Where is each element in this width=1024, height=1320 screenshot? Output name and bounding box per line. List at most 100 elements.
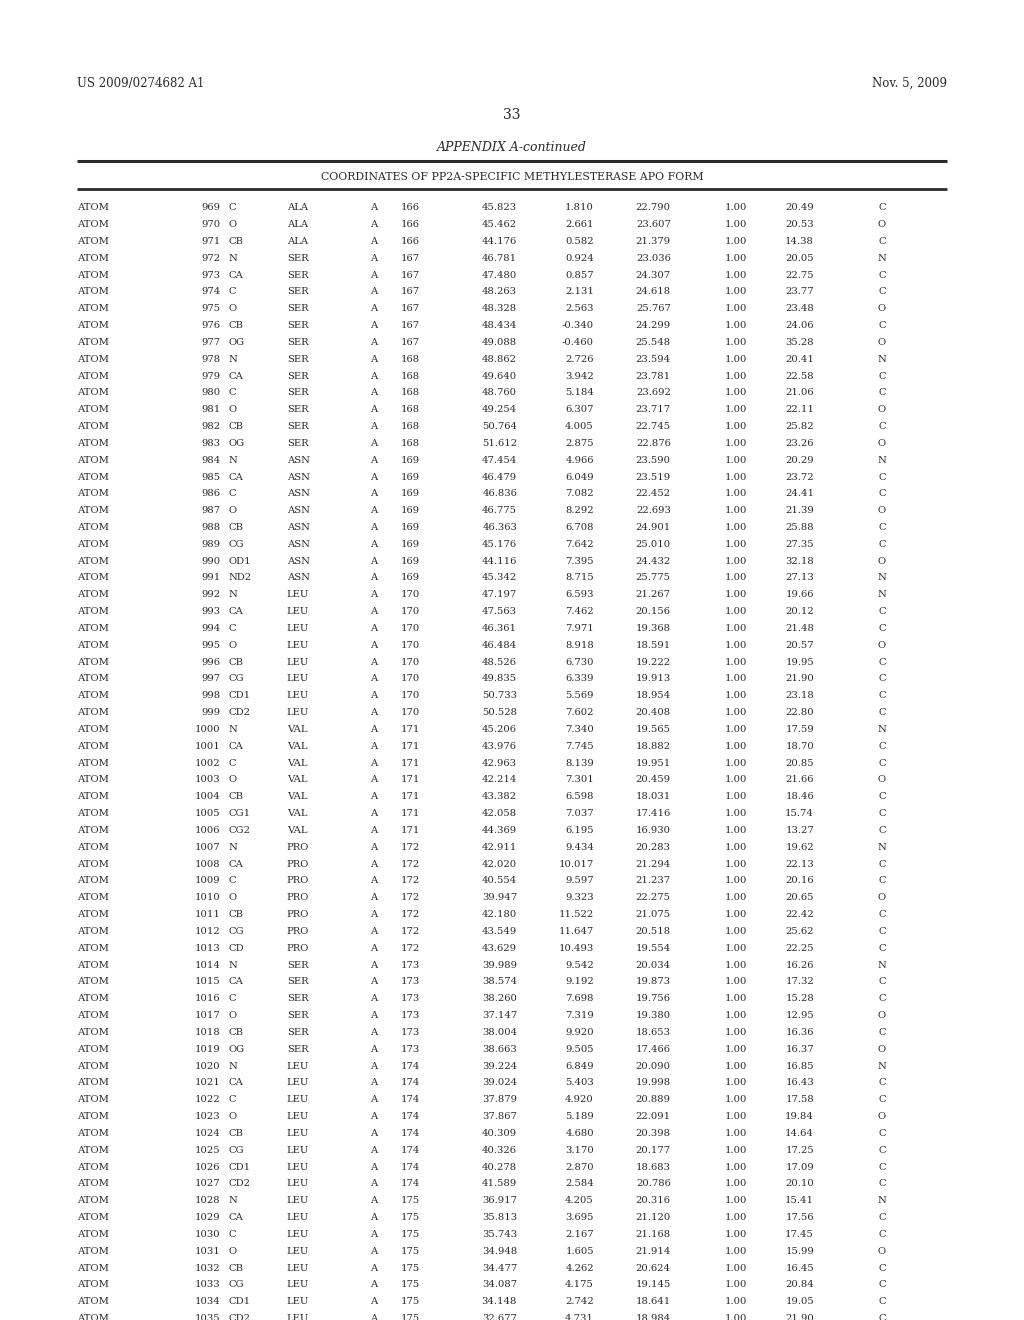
Text: O: O: [878, 1111, 886, 1121]
Text: LEU: LEU: [287, 1096, 309, 1105]
Text: 0.924: 0.924: [565, 253, 594, 263]
Text: 167: 167: [400, 338, 420, 347]
Text: 20.283: 20.283: [636, 842, 671, 851]
Text: ATOM: ATOM: [77, 1213, 109, 1222]
Text: 3.695: 3.695: [565, 1213, 594, 1222]
Text: LEU: LEU: [287, 1179, 309, 1188]
Text: A: A: [370, 1028, 378, 1038]
Text: 1.00: 1.00: [725, 1061, 748, 1071]
Text: 16.26: 16.26: [785, 961, 814, 970]
Text: 18.653: 18.653: [636, 1028, 671, 1038]
Text: PRO: PRO: [287, 909, 309, 919]
Text: 1002: 1002: [195, 759, 220, 768]
Text: 25.82: 25.82: [785, 422, 814, 432]
Text: 48.760: 48.760: [482, 388, 517, 397]
Text: 7.462: 7.462: [565, 607, 594, 616]
Text: OG: OG: [228, 1044, 245, 1053]
Text: 173: 173: [400, 1028, 420, 1038]
Text: C: C: [879, 909, 886, 919]
Text: ASN: ASN: [287, 473, 309, 482]
Text: 7.082: 7.082: [565, 490, 594, 499]
Text: ATOM: ATOM: [77, 1061, 109, 1071]
Text: 20.10: 20.10: [785, 1179, 814, 1188]
Text: 7.642: 7.642: [565, 540, 594, 549]
Text: 20.84: 20.84: [785, 1280, 814, 1290]
Text: LEU: LEU: [287, 640, 309, 649]
Text: C: C: [879, 859, 886, 869]
Text: 170: 170: [400, 675, 420, 684]
Text: 2.131: 2.131: [565, 288, 594, 297]
Text: A: A: [370, 253, 378, 263]
Text: 169: 169: [400, 506, 420, 515]
Text: 22.11: 22.11: [785, 405, 814, 414]
Text: SER: SER: [287, 355, 308, 364]
Text: 1.00: 1.00: [725, 1280, 748, 1290]
Text: 22.80: 22.80: [785, 708, 814, 717]
Text: 1.00: 1.00: [725, 708, 748, 717]
Text: 1025: 1025: [195, 1146, 220, 1155]
Text: 43.549: 43.549: [482, 927, 517, 936]
Text: VAL: VAL: [287, 742, 307, 751]
Text: 10.017: 10.017: [559, 859, 594, 869]
Text: PRO: PRO: [287, 894, 309, 903]
Text: C: C: [879, 371, 886, 380]
Text: A: A: [370, 640, 378, 649]
Text: 5.403: 5.403: [565, 1078, 594, 1088]
Text: 1.00: 1.00: [725, 826, 748, 836]
Text: 37.867: 37.867: [482, 1111, 517, 1121]
Text: 18.882: 18.882: [636, 742, 671, 751]
Text: 1000: 1000: [195, 725, 220, 734]
Text: 168: 168: [400, 371, 420, 380]
Text: CB: CB: [228, 236, 244, 246]
Text: 14.38: 14.38: [785, 236, 814, 246]
Text: 14.64: 14.64: [785, 1129, 814, 1138]
Text: 9.192: 9.192: [565, 977, 594, 986]
Text: 27.35: 27.35: [785, 540, 814, 549]
Text: ATOM: ATOM: [77, 1230, 109, 1239]
Text: ATOM: ATOM: [77, 809, 109, 818]
Text: 172: 172: [400, 859, 420, 869]
Text: Nov. 5, 2009: Nov. 5, 2009: [872, 77, 947, 90]
Text: 22.42: 22.42: [785, 909, 814, 919]
Text: O: O: [228, 405, 237, 414]
Text: 1.00: 1.00: [725, 523, 748, 532]
Text: CA: CA: [228, 271, 244, 280]
Text: 24.41: 24.41: [785, 490, 814, 499]
Text: 9.920: 9.920: [565, 1028, 594, 1038]
Text: 22.452: 22.452: [636, 490, 671, 499]
Text: 20.518: 20.518: [636, 927, 671, 936]
Text: 1032: 1032: [195, 1263, 220, 1272]
Text: 20.459: 20.459: [636, 775, 671, 784]
Text: ALA: ALA: [287, 203, 308, 213]
Text: ATOM: ATOM: [77, 692, 109, 701]
Text: 1.00: 1.00: [725, 1213, 748, 1222]
Text: ATOM: ATOM: [77, 640, 109, 649]
Text: 22.13: 22.13: [785, 859, 814, 869]
Text: 49.640: 49.640: [482, 371, 517, 380]
Text: 19.565: 19.565: [636, 725, 671, 734]
Text: ATOM: ATOM: [77, 944, 109, 953]
Text: 1026: 1026: [195, 1163, 220, 1172]
Text: ATOM: ATOM: [77, 842, 109, 851]
Text: PRO: PRO: [287, 859, 309, 869]
Text: ASN: ASN: [287, 557, 309, 566]
Text: 2.167: 2.167: [565, 1230, 594, 1239]
Text: 4.731: 4.731: [565, 1313, 594, 1320]
Text: 6.849: 6.849: [565, 1061, 594, 1071]
Text: -0.340: -0.340: [562, 321, 594, 330]
Text: 174: 174: [400, 1146, 420, 1155]
Text: ATOM: ATOM: [77, 388, 109, 397]
Text: 39.024: 39.024: [482, 1078, 517, 1088]
Text: CB: CB: [228, 422, 244, 432]
Text: 44.116: 44.116: [481, 557, 517, 566]
Text: 7.602: 7.602: [565, 708, 594, 717]
Text: 22.790: 22.790: [636, 203, 671, 213]
Text: A: A: [370, 759, 378, 768]
Text: VAL: VAL: [287, 792, 307, 801]
Text: 1.00: 1.00: [725, 253, 748, 263]
Text: 45.342: 45.342: [482, 573, 517, 582]
Text: 1009: 1009: [195, 876, 220, 886]
Text: 22.745: 22.745: [636, 422, 671, 432]
Text: 25.775: 25.775: [636, 573, 671, 582]
Text: ATOM: ATOM: [77, 909, 109, 919]
